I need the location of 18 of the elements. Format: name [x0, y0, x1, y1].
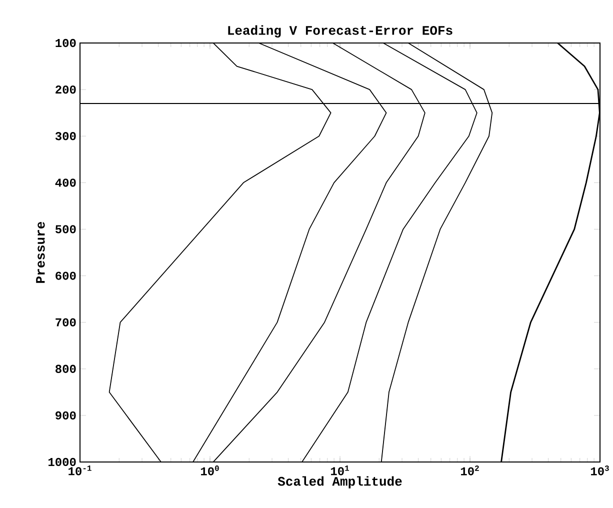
chart-title: Leading V Forecast-Error EOFs: [228, 25, 452, 38]
x-tick-label: 10$^{2}$: [460, 466, 479, 476]
x-tick-label: 10$^{3}$: [590, 466, 609, 476]
y-tick-label: 900: [56, 411, 76, 420]
y-tick-label: 400: [55, 178, 76, 187]
y-tick-label: 500: [55, 225, 76, 234]
x-tick-label: 10$^{1}$: [330, 466, 350, 476]
y-tick-label: 800: [56, 364, 76, 373]
x-tick-label: 10$^{-1}$: [68, 466, 92, 476]
y-tick-label: 700: [56, 318, 76, 326]
y-tick-label: 1000: [48, 458, 76, 466]
y-tick-label: 100: [56, 38, 76, 48]
y-tick-label: 200: [56, 85, 76, 94]
y-axis-title: Pressure: [36, 222, 45, 283]
y-tick-label: 300: [55, 132, 76, 140]
x-axis-title: Scaled Amplitude: [278, 476, 402, 488]
y-tick-label: 600: [56, 272, 76, 280]
x-tick-label: 10$^{0}$: [200, 466, 219, 476]
